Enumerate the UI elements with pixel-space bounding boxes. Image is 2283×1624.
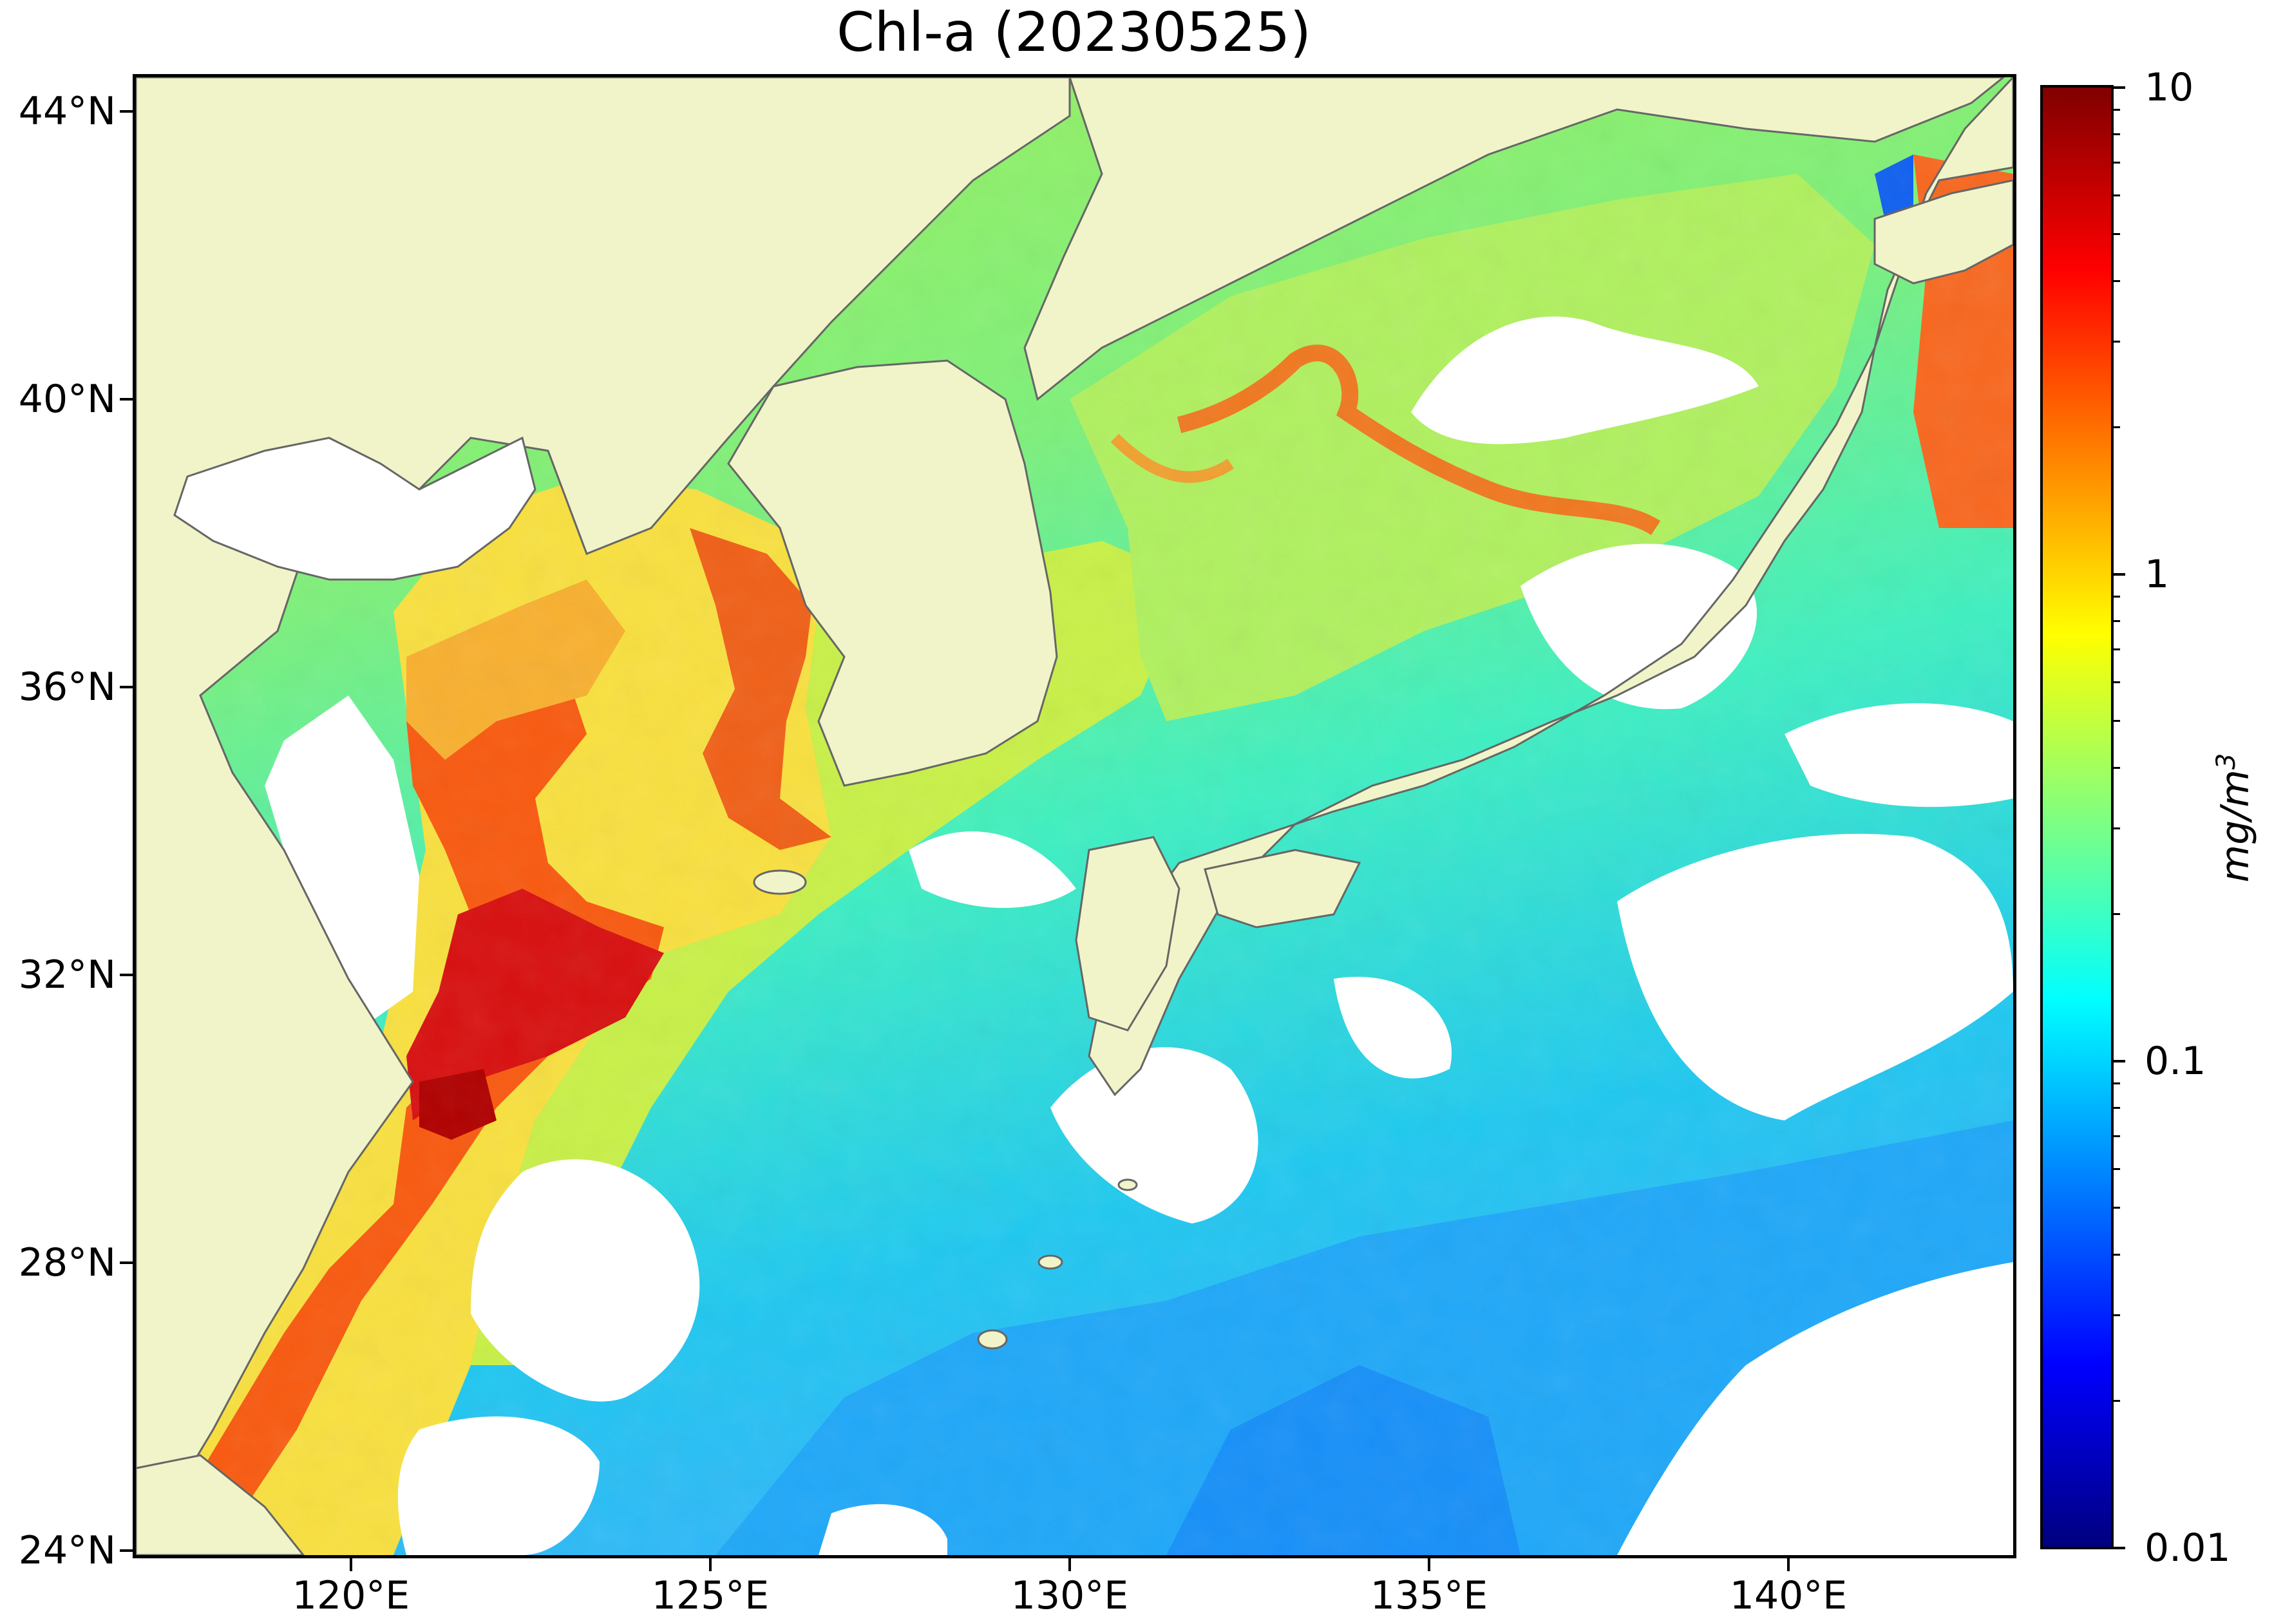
land-taiwan [136,1454,305,1555]
lat-label-40: 40°N [18,377,116,422]
lon-label-120: 120°E [292,1573,410,1618]
colorbar-minor-tick [2114,827,2120,829]
colorbar-minor-tick [2114,620,2120,622]
colorbar [2040,85,2114,1549]
land-amami [1037,1254,1063,1270]
lon-label-135: 135°E [1370,1573,1488,1618]
colorbar-label-0.1: 0.1 [2145,1039,2206,1084]
lon-tick-125 [709,1558,712,1571]
colorbar-minor-tick [2114,233,2120,235]
land [136,77,2013,1555]
land-kyushu [1075,836,1180,1032]
colorbar-minor-tick [2114,133,2120,135]
lat-tick-40 [120,398,133,401]
land-japan [1088,77,2013,1097]
colorbar-label-10: 10 [2145,65,2194,110]
colorbar-unit-exponent: 3 [2212,753,2241,770]
colorbar-minor-tick [2114,341,2120,343]
map-panel [133,74,2016,1558]
lat-label-24: 24°N [18,1528,116,1573]
colorbar-minor-tick [2114,1107,2120,1109]
colorbar-minor-tick [2114,1400,2120,1402]
bohai-no-data [173,436,536,581]
land-korea [727,359,1058,787]
colorbar-minor-tick [2114,648,2120,650]
no-data-areas [265,316,2013,1555]
colorbar-unit: mg/m [2213,770,2258,883]
lon-label-125: 125°E [651,1573,770,1618]
colorbar-label-0.01: 0.01 [2145,1525,2231,1571]
lat-tick-32 [120,974,133,976]
colorbar-minor-tick [2114,426,2120,428]
colorbar-minor-tick [2114,1207,2120,1209]
colorbar-tick-0.01 [2114,1547,2125,1549]
colorbar-minor-tick [2114,1082,2120,1084]
lat-tick-44 [120,110,133,113]
lon-tick-140 [1787,1558,1790,1571]
colorbar-minor-tick [2114,109,2120,111]
lat-label-32: 32°N [18,952,116,997]
colorbar-minor-tick [2114,162,2120,164]
land-primorye [1023,77,2005,401]
colorbar-tick-10 [2114,86,2125,89]
land-shikoku [1204,849,1361,929]
colorbar-minor-tick [2114,913,2120,915]
land-tokara [1117,1178,1138,1191]
chlorophyll-map [136,77,2013,1555]
colorbar-minor-tick [2114,280,2120,282]
colorbar-minor-tick [2114,767,2120,769]
colorbar-minor-tick [2114,596,2120,598]
colorbar-minor-tick [2114,1168,2120,1170]
land-hokkaido [1873,179,2013,285]
lat-tick-24 [120,1549,133,1552]
map-title: Chl-a (20230525) [837,1,1311,64]
lat-tick-28 [120,1261,133,1264]
lat-tick-36 [120,686,133,688]
lon-tick-135 [1428,1558,1430,1571]
lat-label-44: 44°N [18,89,116,134]
lon-tick-120 [350,1558,352,1571]
lon-label-140: 140°E [1729,1573,1848,1618]
colorbar-tick-1 [2114,573,2125,576]
lon-label-130: 130°E [1010,1573,1129,1618]
colorbar-label-1: 1 [2145,552,2170,597]
colorbar-tick-0.1 [2114,1060,2125,1062]
lat-label-36: 36°N [18,665,116,710]
lon-tick-130 [1068,1558,1071,1571]
colorbar-unit-label: mg/m3 [2212,753,2258,883]
colorbar-minor-tick [2114,1254,2120,1256]
colorbar-minor-tick [2114,720,2120,722]
colorbar-minor-tick [2114,194,2120,196]
colorbar-minor-tick [2114,1314,2120,1316]
land-jeju [753,869,807,895]
lat-label-28: 28°N [18,1240,116,1285]
colorbar-minor-tick [2114,681,2120,683]
colorbar-minor-tick [2114,1135,2120,1137]
land-okinawa [977,1329,1008,1350]
